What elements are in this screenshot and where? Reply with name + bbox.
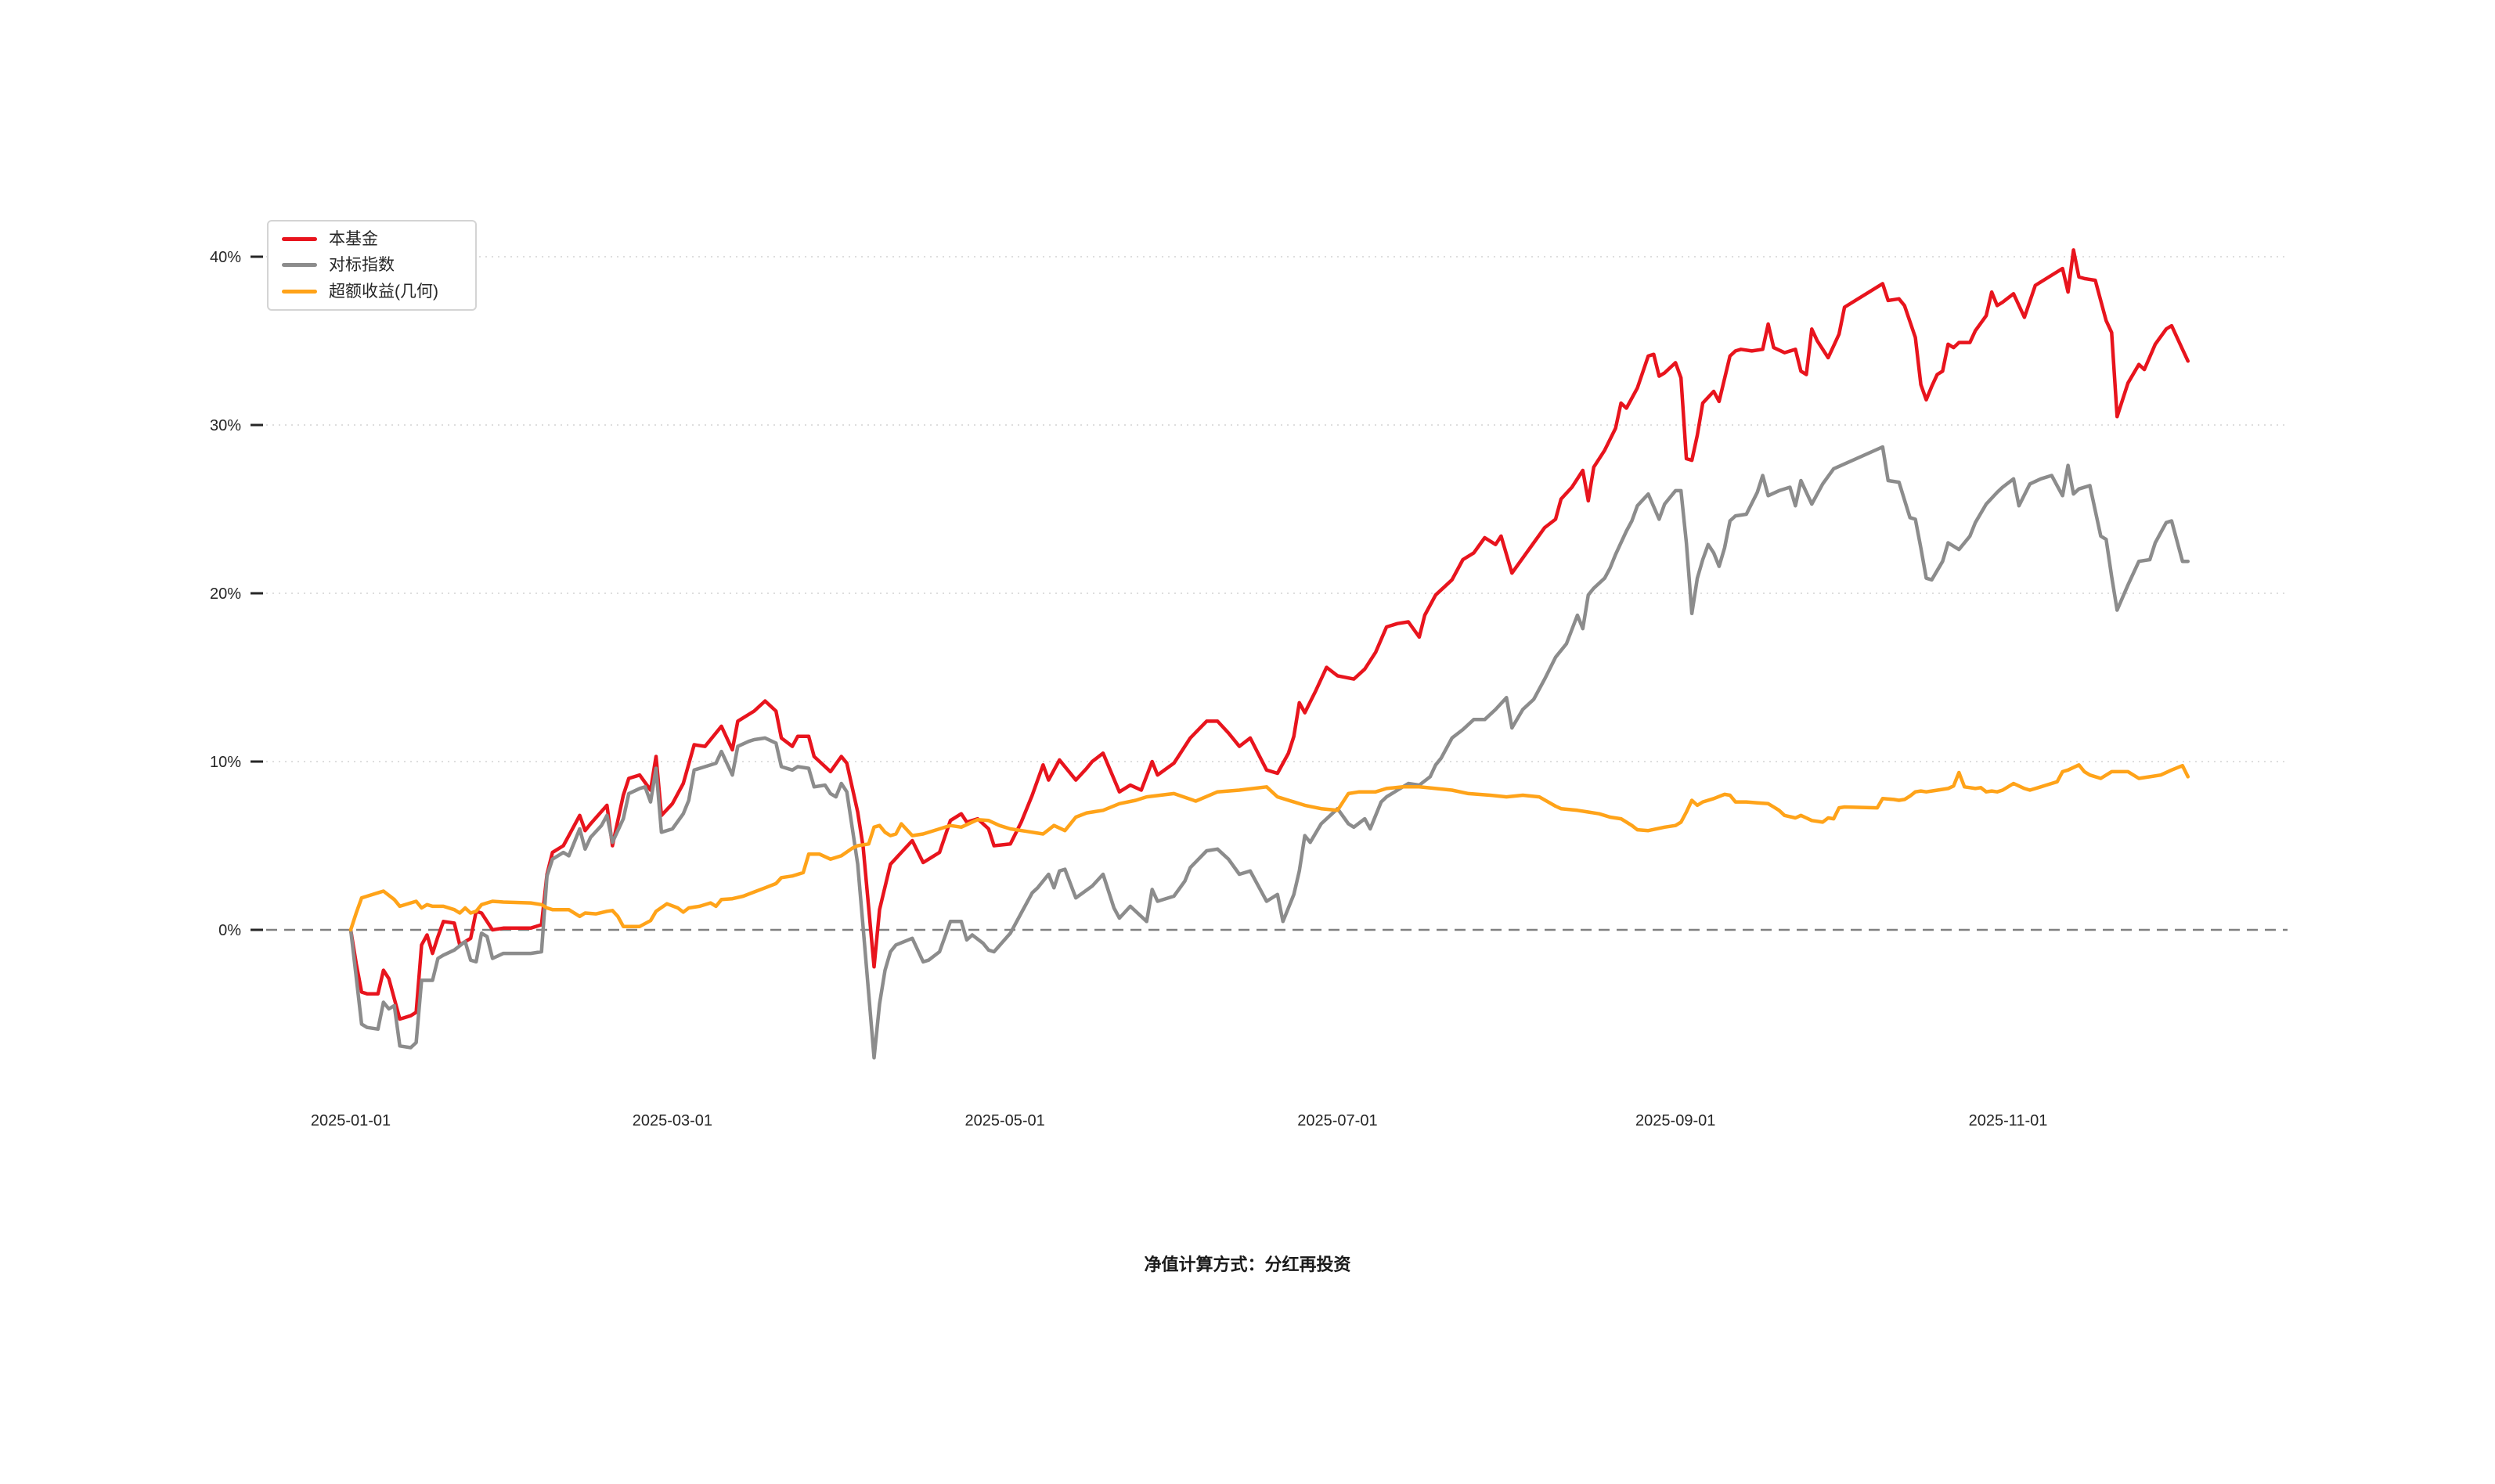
legend-item-2[interactable]: 超额收益(几何)	[269, 279, 475, 304]
x-tick-label: 2025-05-01	[965, 1112, 1045, 1129]
legend-item-1[interactable]: 对标指数	[269, 252, 475, 278]
legend-item-label: 超额收益(几何)	[329, 282, 438, 301]
series-line-1	[348, 445, 2190, 1060]
x-tick-label: 2025-11-01	[1969, 1112, 2048, 1129]
legend-line-swatch-icon	[282, 289, 317, 294]
legend-line-swatch-icon	[282, 263, 317, 268]
x-tick-label: 2025-07-01	[1297, 1112, 1377, 1129]
y-tick-label: 0%	[218, 922, 241, 939]
legend-item-0[interactable]: 本基金	[269, 226, 475, 252]
legend-item-label: 本基金	[329, 230, 378, 249]
y-tick-label: 20%	[210, 585, 241, 603]
series-line-2	[348, 763, 2190, 932]
legend-item-label: 对标指数	[329, 256, 395, 275]
x-tick-label: 2025-01-01	[311, 1112, 391, 1129]
y-tick-label: 10%	[210, 754, 241, 771]
y-tick-label: 30%	[210, 417, 241, 434]
nav-calculation-caption: 净值计算方式：分红再投资	[1144, 1255, 1351, 1274]
legend: 本基金对标指数超额收益(几何)	[267, 220, 477, 311]
legend-line-swatch-icon	[282, 237, 317, 242]
x-tick-label: 2025-03-01	[633, 1112, 712, 1129]
y-tick-label: 40%	[210, 249, 241, 266]
x-tick-label: 2025-09-01	[1635, 1112, 1715, 1129]
series-line-0	[348, 248, 2190, 1021]
